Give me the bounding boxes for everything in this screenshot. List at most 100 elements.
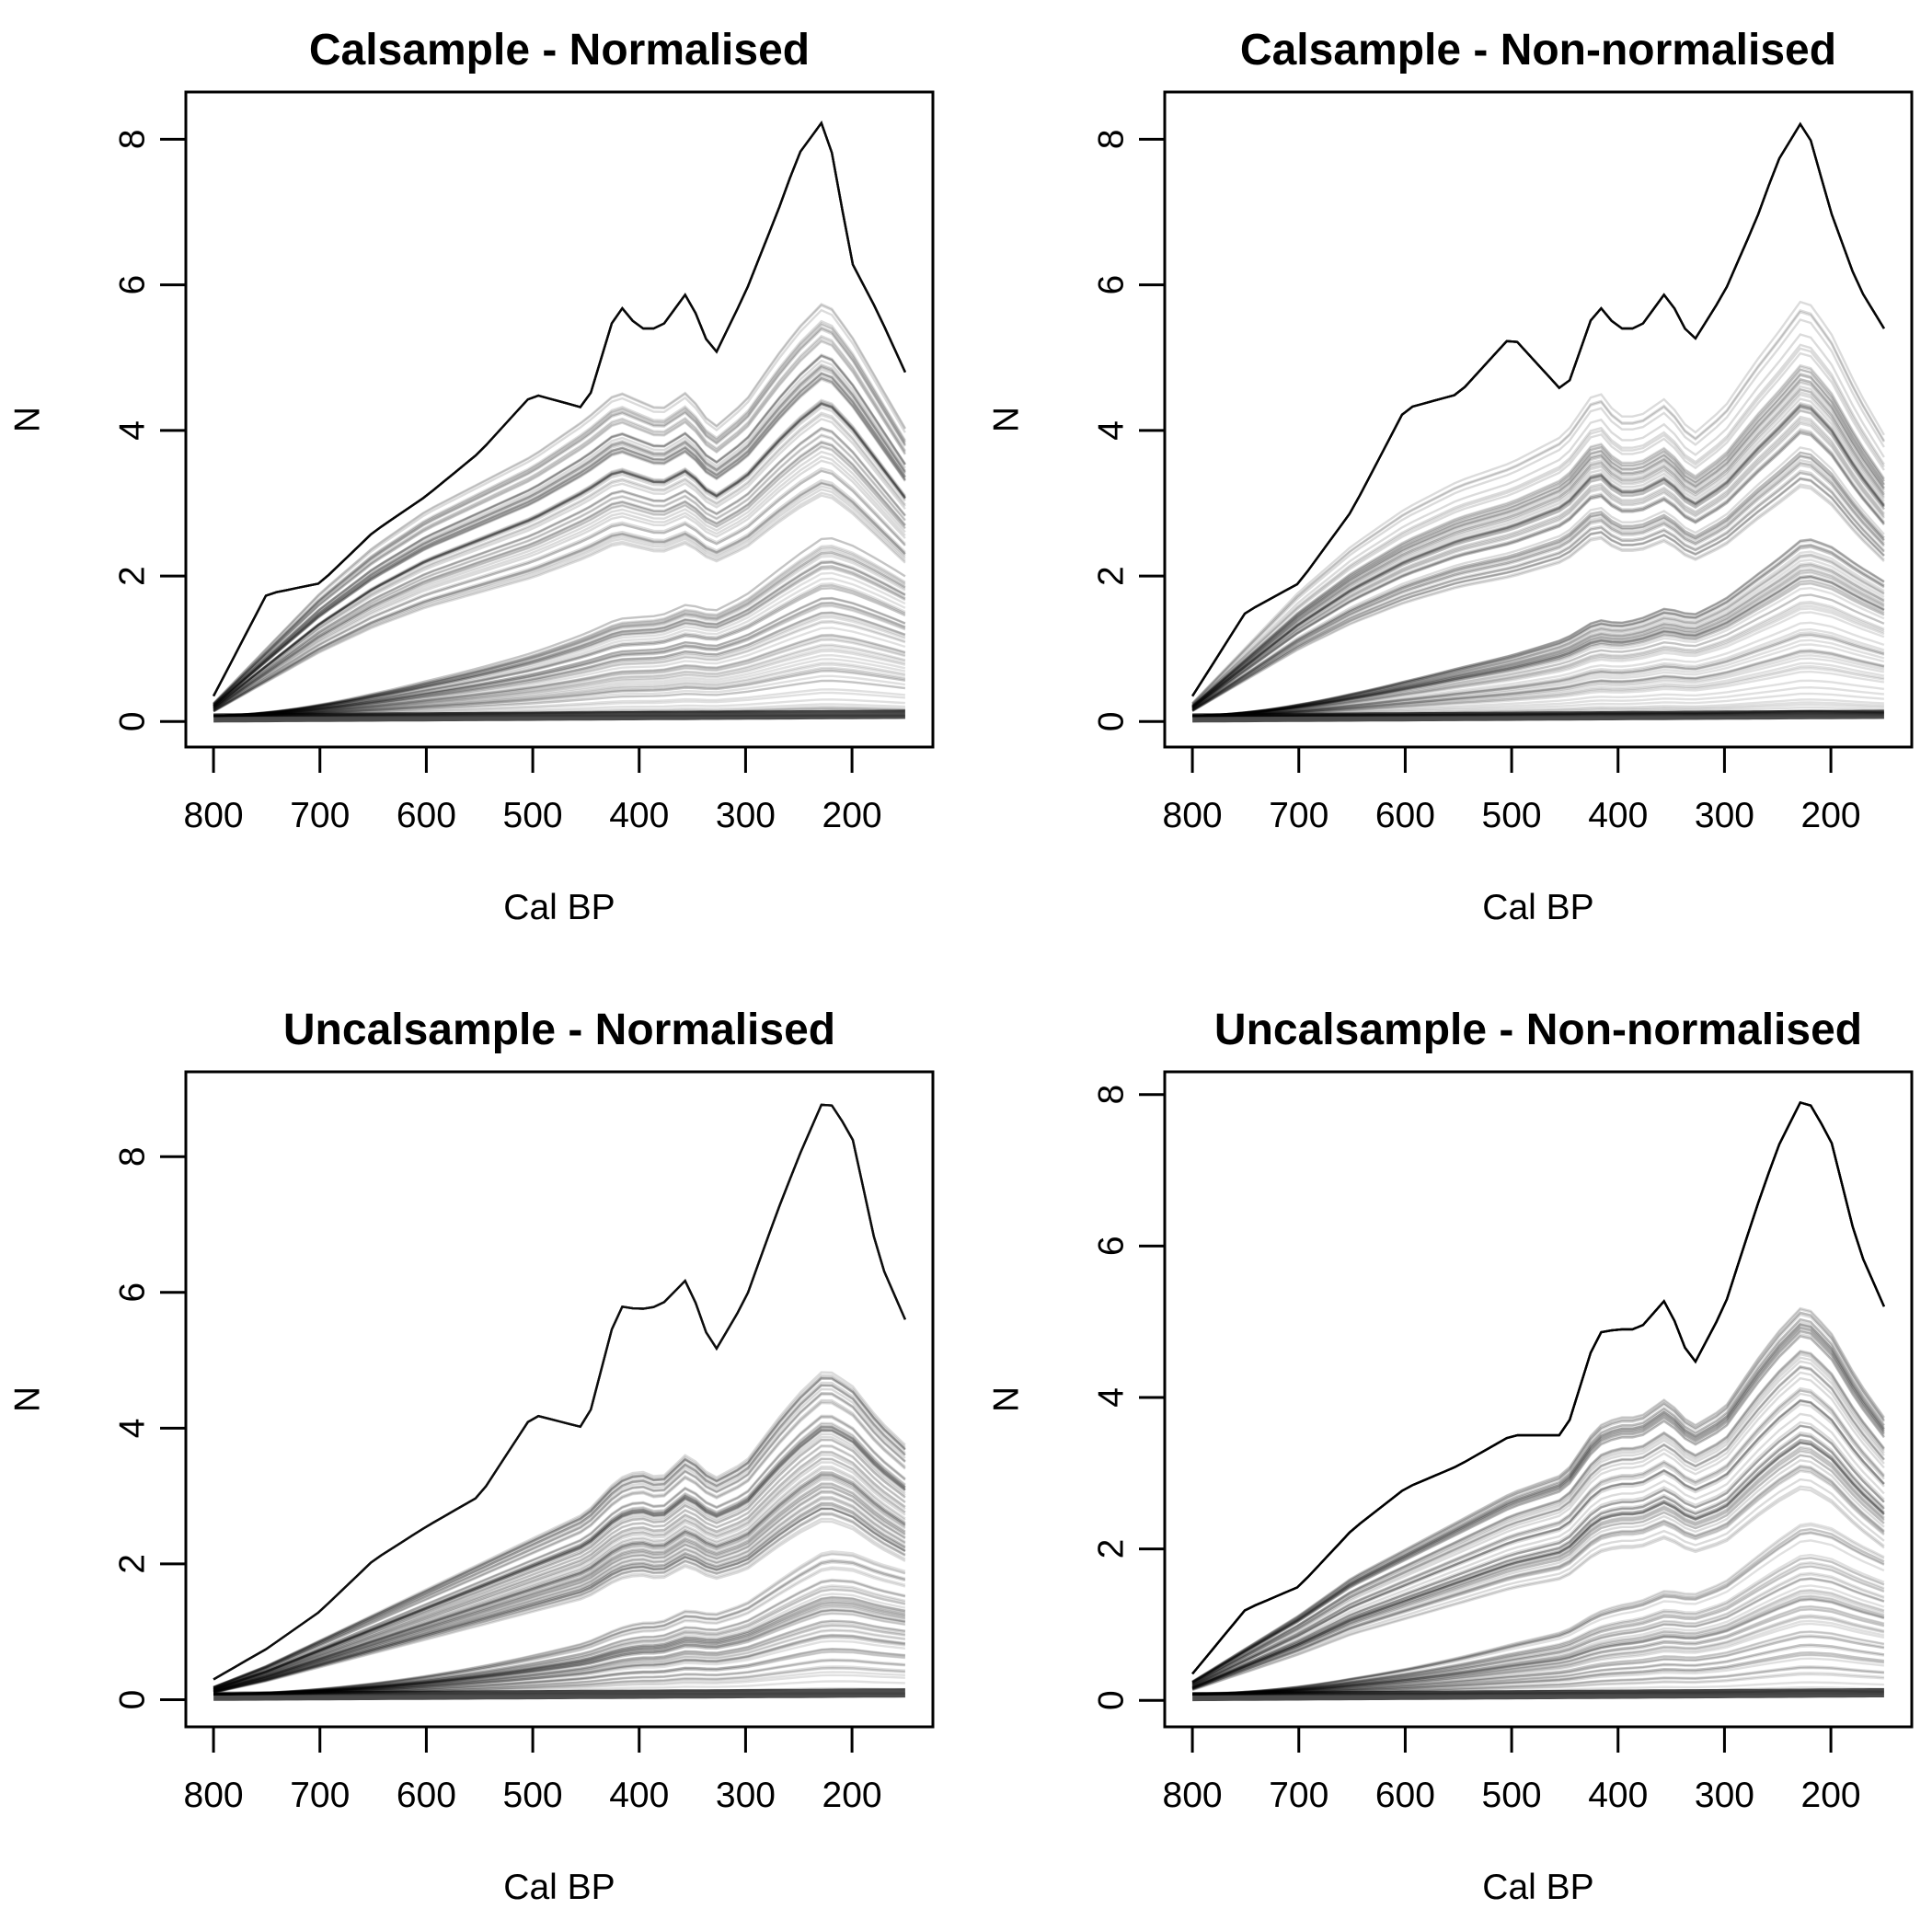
spd-curve	[1191, 374, 1885, 707]
spd-curve	[1191, 455, 1885, 711]
x-tick-label: 500	[503, 796, 563, 835]
spd-curve	[1192, 538, 1885, 718]
spd-curve	[1192, 1592, 1885, 1696]
spd-curve	[1191, 1100, 1885, 1675]
spd-curve	[1191, 397, 1885, 708]
spd-curve	[1191, 451, 1885, 711]
spd-curve	[213, 1604, 906, 1696]
spd-curve	[1192, 1573, 1885, 1696]
spd-curve	[1191, 121, 1885, 697]
spd-curve	[213, 1103, 907, 1681]
chart-panel-1: Calsample - Normalised 800 700 600 500 400 300…	[8, 26, 935, 927]
chart-panel-4: Uncalsample - Non-normalised 800 700 600 500…	[987, 1006, 1914, 1907]
spd-curve	[1192, 1527, 1885, 1696]
spd-curve	[1191, 430, 1885, 710]
spd-curve	[213, 121, 906, 697]
spd-curve	[1192, 576, 1885, 718]
spd-curve	[213, 650, 906, 718]
spd-curve	[1191, 378, 1885, 707]
spd-curve	[213, 627, 906, 718]
spd-curve	[1191, 1349, 1885, 1685]
spd-curve	[213, 450, 906, 711]
spd-curve	[213, 1601, 906, 1696]
y-tick-label: 6	[1092, 275, 1132, 295]
spd-curve	[1191, 1332, 1885, 1685]
spd-curve	[1191, 121, 1885, 697]
spd-curve	[1192, 544, 1885, 718]
spd-curve	[1191, 377, 1885, 707]
spd-curve	[1191, 1100, 1885, 1675]
spd-curve	[1192, 593, 1885, 718]
spd-curve	[1192, 1608, 1885, 1696]
spd-curve	[1191, 451, 1885, 711]
spd-curve	[213, 1608, 906, 1696]
x-tick-label: 700	[290, 796, 350, 835]
spd-curve	[1192, 1562, 1885, 1696]
spd-curve	[213, 1478, 906, 1693]
spd-curve	[213, 426, 906, 710]
spd-curve	[213, 121, 906, 697]
spd-curve	[1191, 404, 1885, 709]
spd-curve	[1191, 1445, 1885, 1690]
spd-curve	[1191, 121, 1885, 697]
chart-title: Uncalsample - Normalised	[283, 1006, 835, 1054]
spd-curve	[213, 481, 906, 712]
curve-group	[213, 1103, 907, 1701]
spd-curve	[213, 466, 906, 712]
spd-curve	[1191, 1376, 1885, 1686]
spd-curve	[213, 1507, 906, 1694]
spd-curve	[213, 670, 906, 718]
spd-curve	[1191, 406, 1885, 709]
spd-curve	[1192, 581, 1885, 718]
spd-curve	[213, 328, 906, 706]
spd-curve	[213, 428, 906, 710]
spd-curve	[213, 1467, 906, 1692]
spd-curve	[213, 322, 906, 706]
spd-curve	[1192, 563, 1885, 718]
spd-curve	[213, 1103, 907, 1681]
spd-curve	[1191, 1335, 1885, 1685]
x-tick-label: 300	[1695, 1776, 1754, 1815]
spd-curve	[213, 1605, 906, 1696]
spd-curve	[1191, 121, 1885, 697]
spd-curve	[1191, 1100, 1885, 1675]
spd-curve	[1192, 634, 1885, 718]
x-tick-label: 800	[184, 796, 244, 835]
spd-curve	[1192, 1630, 1885, 1696]
spd-curve	[213, 586, 906, 718]
spd-curve	[1192, 553, 1885, 718]
spd-curve	[213, 611, 906, 718]
spd-curve	[1191, 1100, 1885, 1675]
spd-curve	[213, 469, 906, 712]
spd-curve	[213, 121, 906, 697]
spd-curve	[1191, 1100, 1885, 1675]
spd-curve	[1191, 1329, 1885, 1684]
spd-curve	[1191, 1100, 1885, 1675]
spd-curve	[1191, 454, 1885, 711]
y-tick-label: 8	[113, 130, 153, 150]
spd-curve	[1192, 1531, 1885, 1696]
spd-curve	[213, 1103, 907, 1681]
spd-curve	[1191, 1364, 1885, 1685]
spd-curve	[213, 1377, 906, 1689]
spd-curve	[1191, 1328, 1885, 1684]
spd-curve	[213, 368, 906, 707]
spd-curve	[1191, 121, 1885, 697]
spd-curve	[213, 1507, 906, 1694]
y-axis-label: N	[8, 1386, 48, 1412]
spd-curve	[213, 1507, 906, 1694]
spd-curve	[213, 399, 906, 708]
spd-curve	[1191, 300, 1885, 705]
spd-curve	[213, 1457, 906, 1692]
spd-curve	[1191, 1392, 1885, 1687]
spd-curve	[213, 1103, 907, 1681]
spd-curve	[1191, 121, 1885, 697]
spd-curve	[213, 1578, 906, 1696]
spd-curve	[1192, 1565, 1885, 1696]
spd-curve	[1192, 544, 1885, 718]
spd-curve	[213, 1426, 906, 1691]
y-tick-label: 4	[113, 420, 153, 441]
spd-curve	[213, 1103, 907, 1681]
spd-curve	[1191, 1442, 1885, 1689]
spd-curve	[213, 1580, 906, 1696]
